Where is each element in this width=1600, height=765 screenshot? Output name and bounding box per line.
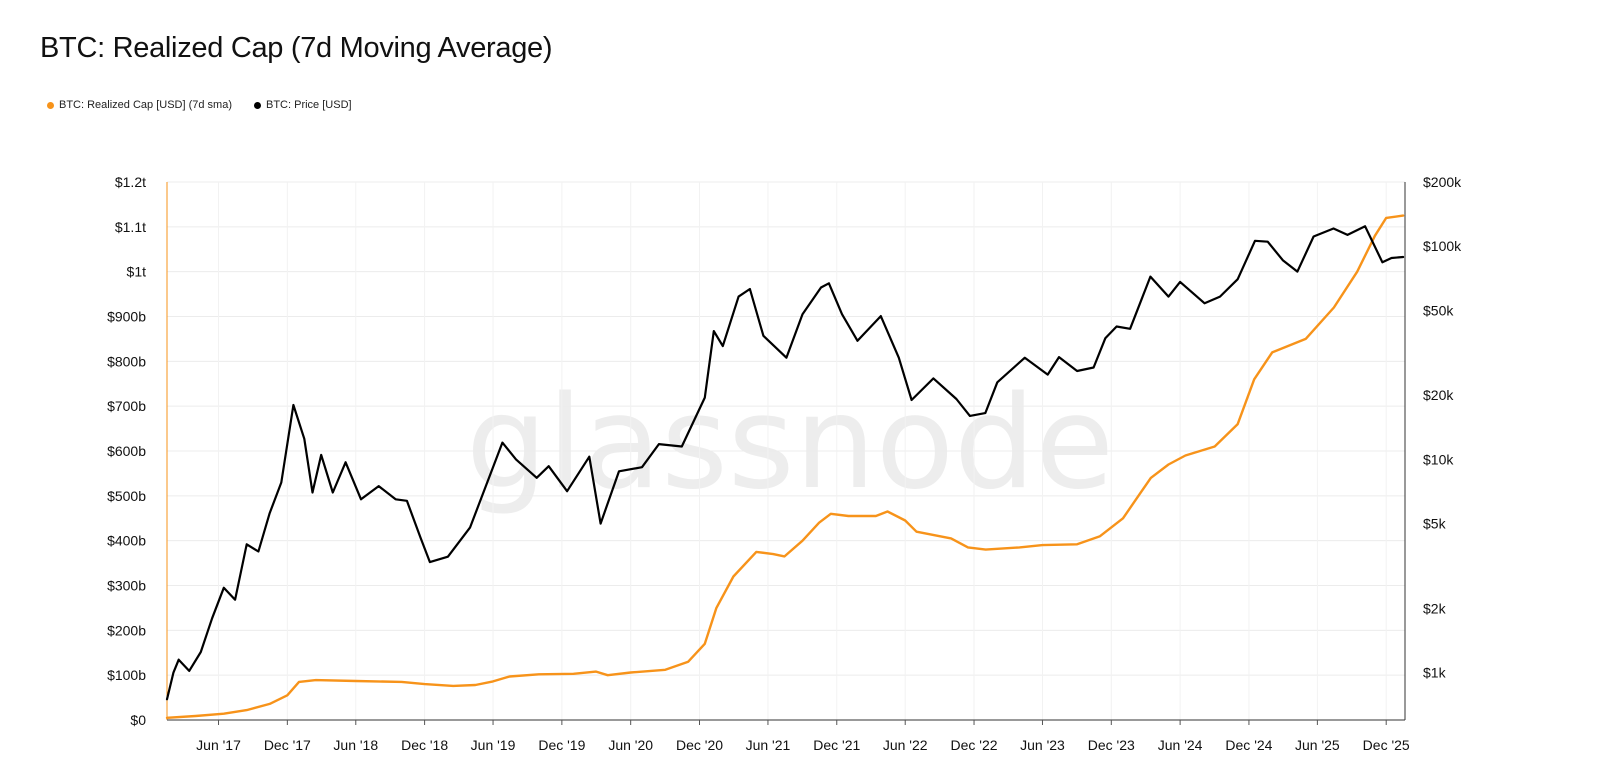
right-tick-label: $5k bbox=[1423, 516, 1447, 532]
left-tick-label: $1.1t bbox=[115, 219, 146, 235]
left-tick-label: $200b bbox=[107, 622, 146, 638]
left-tick-label: $800b bbox=[107, 353, 146, 369]
x-tick-label: Dec '22 bbox=[951, 737, 998, 753]
left-tick-label: $400b bbox=[107, 533, 146, 549]
x-tick-label: Dec '17 bbox=[264, 737, 311, 753]
legend-marker-price bbox=[254, 101, 261, 109]
left-tick-label: $100b bbox=[107, 667, 146, 683]
right-tick-label: $50k bbox=[1423, 302, 1454, 318]
watermark: glassnode bbox=[466, 369, 1114, 518]
x-tick-label: Jun '20 bbox=[608, 737, 653, 753]
x-tick-label: Dec '25 bbox=[1363, 737, 1410, 753]
chart-legend: BTC: Realized Cap [USD] (7d sma) BTC: Pr… bbox=[47, 99, 352, 111]
left-axis-ticks: $0 $100b $200b $300b $400b $500b $600b $700b $80… bbox=[107, 174, 146, 728]
x-axis-ticks: Jun '17 Dec '17 Jun '18 Dec '18 Jun '19 Dec '… bbox=[196, 720, 1410, 753]
right-tick-label: $100k bbox=[1423, 238, 1462, 254]
gridlines bbox=[167, 181, 1405, 721]
left-tick-label: $500b bbox=[107, 488, 146, 504]
left-tick-label: $700b bbox=[107, 398, 146, 414]
right-tick-label: $10k bbox=[1423, 451, 1454, 467]
x-tick-label: Jun '23 bbox=[1020, 737, 1065, 753]
left-tick-label: $1.2t bbox=[115, 174, 146, 190]
x-tick-label: Jun '19 bbox=[471, 737, 516, 753]
x-tick-label: Dec '23 bbox=[1088, 737, 1135, 753]
x-tick-label: Dec '21 bbox=[813, 737, 860, 753]
left-tick-label: $600b bbox=[107, 443, 146, 459]
series-lines bbox=[165, 214, 1405, 719]
chart-title: BTC: Realized Cap (7d Moving Average) bbox=[40, 32, 553, 64]
right-tick-label: $20k bbox=[1423, 387, 1454, 403]
legend-item-price[interactable]: BTC: Price [USD] bbox=[254, 99, 352, 111]
right-tick-label: $1k bbox=[1423, 665, 1447, 681]
legend-marker-realized-cap bbox=[47, 101, 54, 109]
x-tick-label: Jun '17 bbox=[196, 737, 241, 753]
x-tick-label: Dec '20 bbox=[676, 737, 723, 753]
x-tick-label: Dec '18 bbox=[401, 737, 448, 753]
left-tick-label: $300b bbox=[107, 578, 146, 594]
legend-item-realized-cap[interactable]: BTC: Realized Cap [USD] (7d sma) bbox=[47, 99, 232, 111]
x-tick-label: Jun '18 bbox=[333, 737, 378, 753]
x-tick-label: Jun '24 bbox=[1158, 737, 1203, 753]
right-axis-ticks: $1k $2k $5k $10k $20k $50k $100k $200k bbox=[1423, 174, 1462, 681]
axes bbox=[166, 182, 1406, 721]
x-tick-label: Dec '19 bbox=[538, 737, 585, 753]
x-tick-label: Dec '24 bbox=[1225, 737, 1272, 753]
left-tick-label: $1t bbox=[127, 264, 147, 280]
left-tick-label: $0 bbox=[130, 712, 146, 728]
left-tick-label: $900b bbox=[107, 309, 146, 325]
x-tick-label: Jun '21 bbox=[746, 737, 791, 753]
series-line-price bbox=[165, 225, 1405, 701]
legend-label-realized-cap: BTC: Realized Cap [USD] (7d sma) bbox=[59, 99, 232, 111]
x-tick-label: Jun '22 bbox=[883, 737, 928, 753]
right-tick-label: $200k bbox=[1423, 174, 1462, 190]
legend-label-price: BTC: Price [USD] bbox=[266, 99, 352, 111]
series-line-realized-cap bbox=[165, 214, 1405, 719]
x-tick-label: Jun '25 bbox=[1295, 737, 1340, 753]
right-tick-label: $2k bbox=[1423, 600, 1447, 616]
